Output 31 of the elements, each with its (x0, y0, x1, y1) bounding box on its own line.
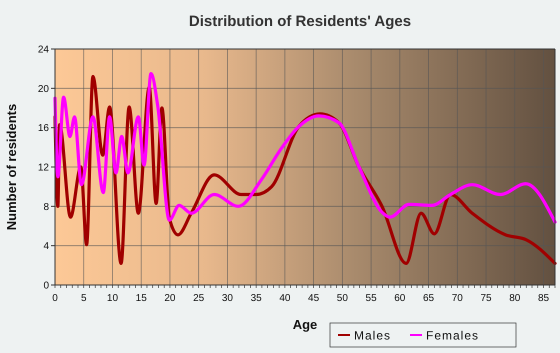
y-axis-title: Number of residents (4, 104, 19, 230)
chart-title: Distribution of Residents' Ages (188, 13, 412, 30)
x-tick-label: 0 (52, 293, 58, 304)
y-tick-label: 8 (43, 202, 50, 213)
x-tick-label: 35 (250, 293, 262, 304)
x-tick-label: 10 (106, 293, 118, 304)
y-tick-label: 16 (38, 123, 50, 134)
x-tick-label: 85 (538, 293, 550, 304)
y-tick-label: 12 (38, 162, 50, 174)
x-tick-label: 55 (366, 293, 378, 304)
x-tick-label: 25 (193, 293, 205, 304)
x-tick-label: 20 (164, 293, 176, 304)
x-tick-label: 15 (136, 293, 148, 304)
y-tick-label: 20 (38, 84, 50, 95)
line-series (53, 72, 557, 224)
x-tick-label: 30 (222, 293, 234, 304)
y-tick-label: 4 (43, 241, 50, 252)
x-tick-label: 65 (423, 293, 435, 304)
x-tick-label: 40 (279, 293, 291, 304)
y-tick-label: 0 (43, 280, 50, 292)
legend-label: Females (426, 328, 480, 342)
x-axis-title: Age (292, 317, 318, 332)
x-tick-label: 45 (308, 293, 320, 304)
x-tick-label: 60 (394, 293, 406, 304)
x-tick-label: 75 (480, 293, 492, 304)
legend-label: Males (354, 328, 392, 342)
x-tick-label: 80 (509, 293, 521, 304)
x-tick-label: 5 (80, 293, 87, 304)
x-tick-label: 70 (452, 293, 464, 304)
x-tick-label: 50 (336, 293, 348, 304)
y-tick-label: 24 (38, 44, 50, 56)
